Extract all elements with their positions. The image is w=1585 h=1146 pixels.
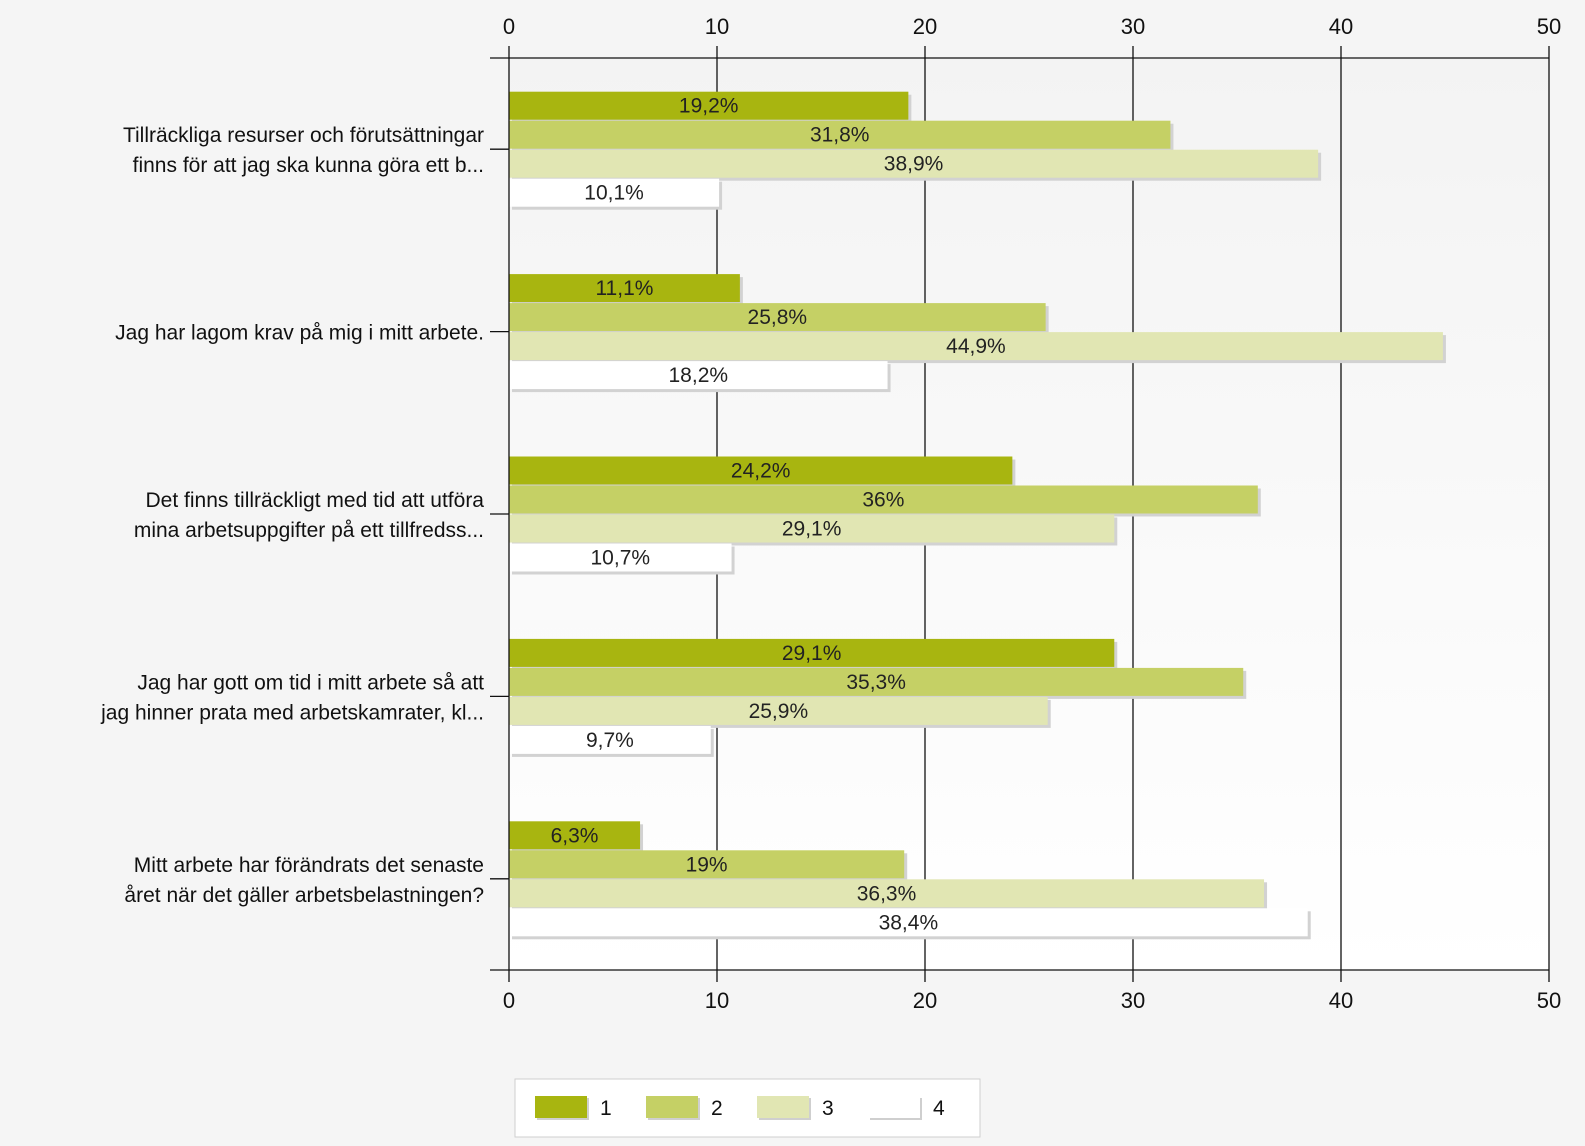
x-tick-label-bottom: 30 (1121, 988, 1145, 1013)
bar (509, 667, 1244, 696)
bar (509, 178, 720, 207)
x-tick-label-bottom: 50 (1537, 988, 1561, 1013)
bar (509, 485, 1258, 514)
bars: 19,2% 31,8% 38,9% 10,1% 11,1% 25,8% 44,9% 18,2%… (509, 91, 1446, 940)
data-label: 24,2% (731, 460, 791, 483)
category-label: Tillräckliga resurser och förutsättninga… (123, 124, 484, 147)
legend-label: 3 (822, 1097, 834, 1120)
data-label: 6,3% (551, 824, 599, 847)
data-label: 38,9% (884, 153, 944, 176)
data-label: 19,2% (679, 95, 739, 118)
data-label: 29,1% (782, 518, 842, 541)
bar (509, 879, 1265, 908)
x-tick-label-top: 40 (1329, 14, 1353, 39)
x-tick-label-bottom: 40 (1329, 988, 1353, 1013)
bar (509, 120, 1171, 149)
x-tick-label-bottom: 10 (705, 988, 729, 1013)
data-label: 10,7% (591, 547, 651, 570)
bar (509, 850, 905, 879)
category-labels: Tillräckliga resurser och förutsättninga… (100, 124, 484, 907)
x-tick-label-top: 20 (913, 14, 937, 39)
bar (509, 514, 1115, 543)
data-label: 29,1% (782, 642, 842, 665)
bar (509, 361, 888, 390)
data-label: 25,8% (748, 306, 808, 329)
legend-swatch (646, 1096, 698, 1118)
x-tick-label-top: 30 (1121, 14, 1145, 39)
data-label: 35,3% (846, 671, 906, 694)
data-label: 19% (686, 853, 728, 876)
legend-swatch (535, 1096, 587, 1118)
data-label: 18,2% (669, 364, 729, 387)
legend-label: 4 (933, 1097, 945, 1120)
bar (509, 149, 1319, 178)
x-tick-label-top: 50 (1537, 14, 1561, 39)
category-label: Det finns tillräckligt med tid att utför… (146, 489, 485, 512)
bar (509, 456, 1013, 485)
x-tick-label-bottom: 0 (503, 988, 515, 1013)
legend-label: 2 (711, 1097, 723, 1120)
legend-swatch (757, 1096, 809, 1118)
bar (509, 638, 1115, 667)
data-label: 36,3% (857, 882, 917, 905)
data-label: 38,4% (879, 911, 939, 934)
data-label: 25,9% (749, 700, 809, 723)
bar (509, 332, 1443, 361)
x-tick-label-bottom: 20 (913, 988, 937, 1013)
bar (509, 696, 1048, 725)
legend: 1 2 3 4 (514, 1078, 981, 1138)
bar (509, 91, 909, 120)
data-label: 31,8% (810, 124, 870, 147)
data-label: 10,1% (584, 182, 644, 205)
data-label: 11,1% (595, 277, 653, 300)
legend-label: 1 (600, 1097, 612, 1120)
bar (509, 821, 641, 850)
data-label: 44,9% (946, 335, 1006, 358)
bar (509, 274, 740, 303)
bar (509, 543, 732, 572)
x-tick-label-top: 0 (503, 14, 515, 39)
bar (509, 725, 711, 754)
category-label: Jag har lagom krav på mig i mitt arbete. (115, 322, 484, 345)
category-label: jag hinner prata med arbetskamrater, kl.… (100, 701, 484, 724)
category-label: finns för att jag ska kunna göra ett b..… (133, 154, 484, 177)
x-tick-label-top: 10 (705, 14, 729, 39)
category-label: Mitt arbete har förändrats det senaste (134, 854, 484, 877)
axes: 0 0 10 10 20 20 30 30 40 40 50 50 (490, 14, 1561, 1013)
data-label: 9,7% (586, 729, 634, 752)
category-label: mina arbetsuppgifter på ett tillfredss..… (134, 519, 484, 542)
legend-swatch (868, 1096, 920, 1118)
category-label: året när det gäller arbetsbelastningen? (124, 884, 484, 907)
bar (509, 908, 1308, 937)
data-label: 36% (862, 489, 904, 512)
bar (509, 303, 1046, 332)
category-label: Jag har gott om tid i mitt arbete så att (137, 671, 484, 694)
